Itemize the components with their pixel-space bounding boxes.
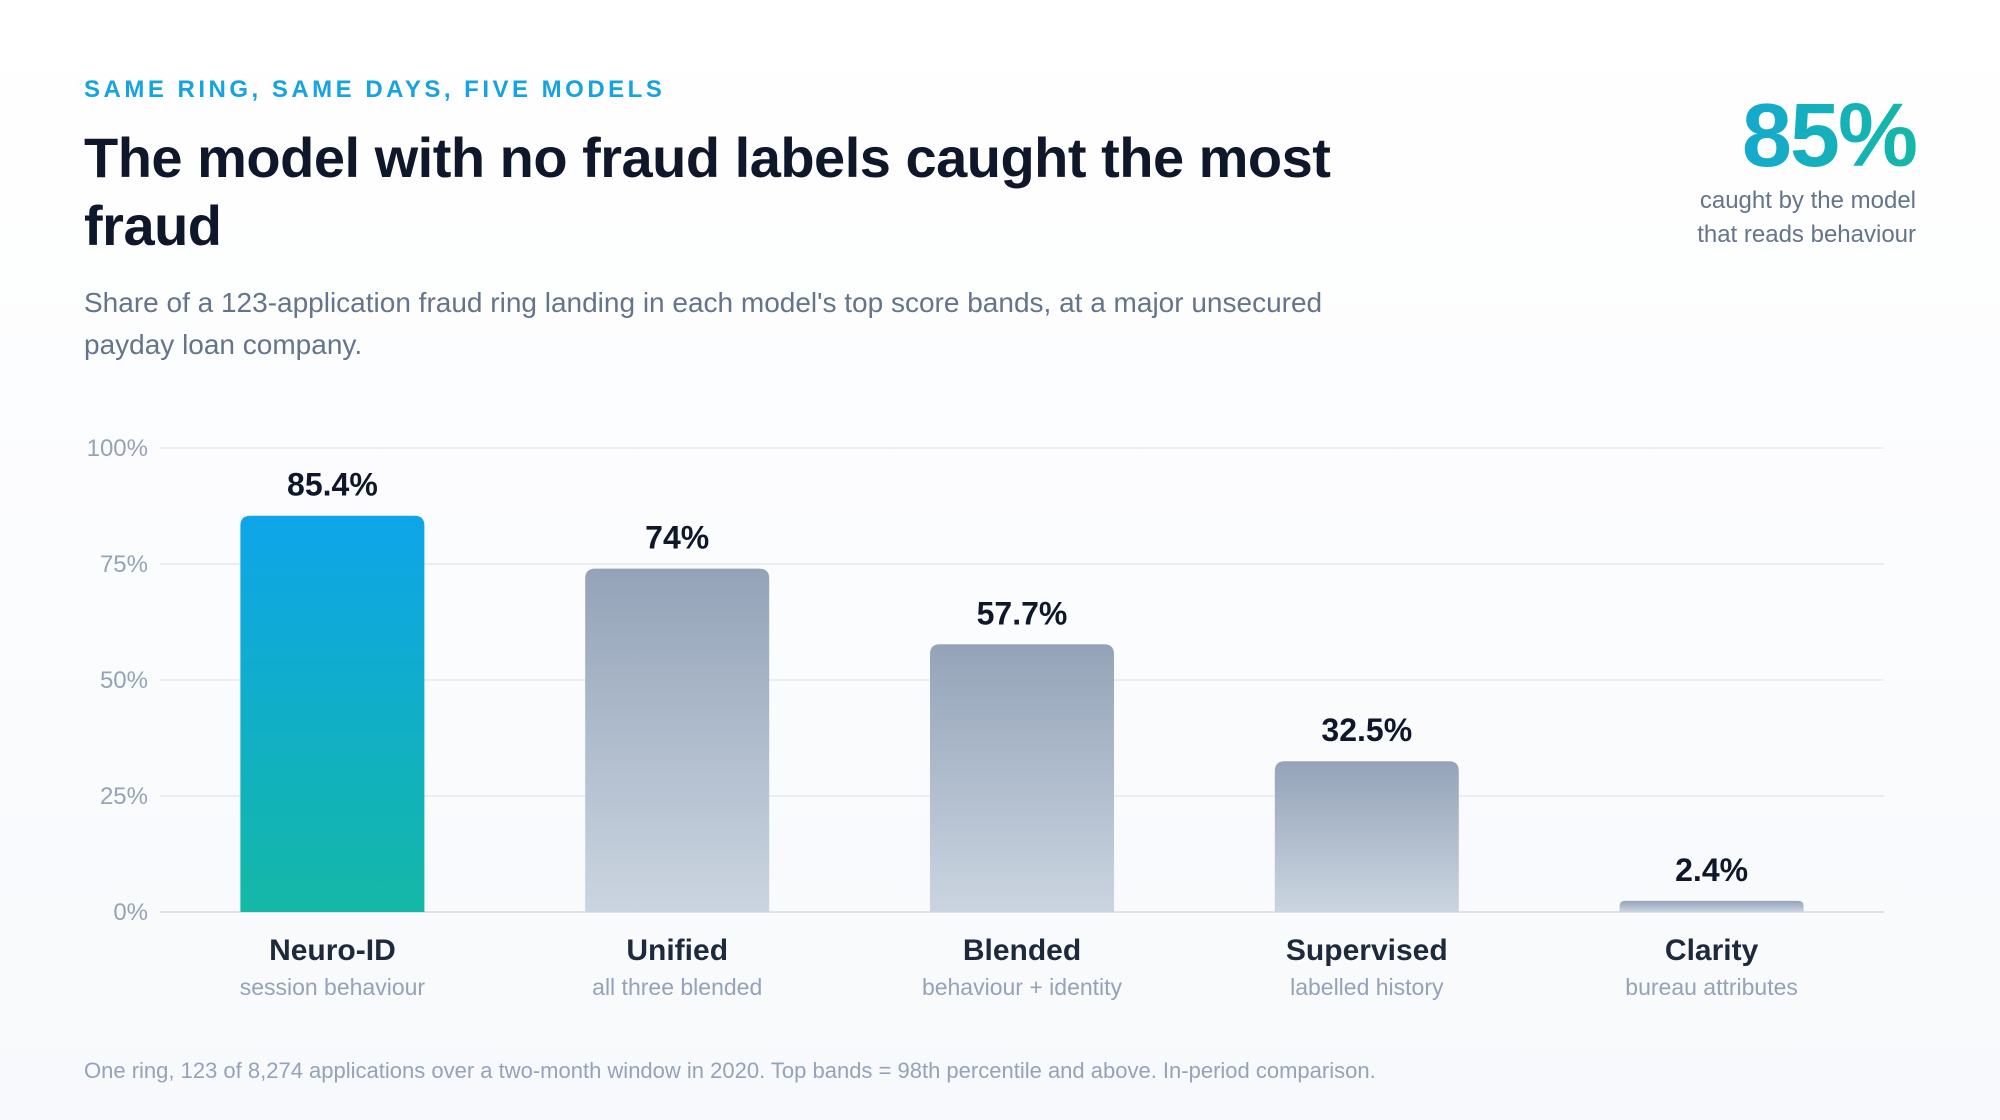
data-label: 74% [645, 520, 709, 556]
bar [1274, 761, 1459, 912]
category-label: Neuro-ID [269, 934, 396, 967]
category-label: Unified [626, 934, 728, 967]
data-label: 2.4% [1675, 852, 1748, 888]
bar-chart: 0% 25% 50% 75% 100% 85.4% Neuro-ID session beha… [87, 435, 1884, 1000]
data-label: 57.7% [977, 595, 1068, 631]
y-tick-label: 75% [100, 551, 148, 578]
bar [1619, 900, 1804, 912]
bar [585, 568, 770, 912]
y-tick-label: 25% [100, 783, 148, 810]
bar [930, 644, 1114, 912]
headline-stat: 85% caught by the model that reads behav… [1656, 88, 1918, 252]
data-label: 85.4% [287, 467, 378, 503]
category-label: Clarity [1665, 934, 1759, 967]
category-sublabel: behaviour + identity [922, 974, 1123, 1000]
category-sublabel: session behaviour [240, 974, 426, 1000]
y-tick-label: 100% [87, 435, 148, 462]
category-label: Supervised [1286, 934, 1448, 967]
data-label: 32.5% [1321, 712, 1412, 748]
footnote: One ring, 123 of 8,274 applications over… [84, 1058, 1376, 1083]
chart-title: The model with no fraud labels caught th… [84, 126, 1331, 257]
headline-stat-value: 85% [1656, 88, 1918, 184]
headline-stat-caption: caught by the model that reads behaviour [1697, 187, 1916, 248]
eyebrow-label: SAME RING, SAME DAYS, FIVE MODELS [84, 76, 666, 103]
bar [240, 515, 425, 912]
chart-subtitle: Share of a 123-application fraud ring la… [84, 287, 1323, 360]
category-sublabel: labelled history [1290, 974, 1444, 1000]
category-label: Blended [963, 934, 1081, 967]
category-sublabel: bureau attributes [1625, 974, 1798, 1000]
category-sublabel: all three blended [592, 974, 762, 1000]
y-tick-label: 0% [113, 899, 148, 926]
y-tick-label: 50% [100, 667, 148, 694]
